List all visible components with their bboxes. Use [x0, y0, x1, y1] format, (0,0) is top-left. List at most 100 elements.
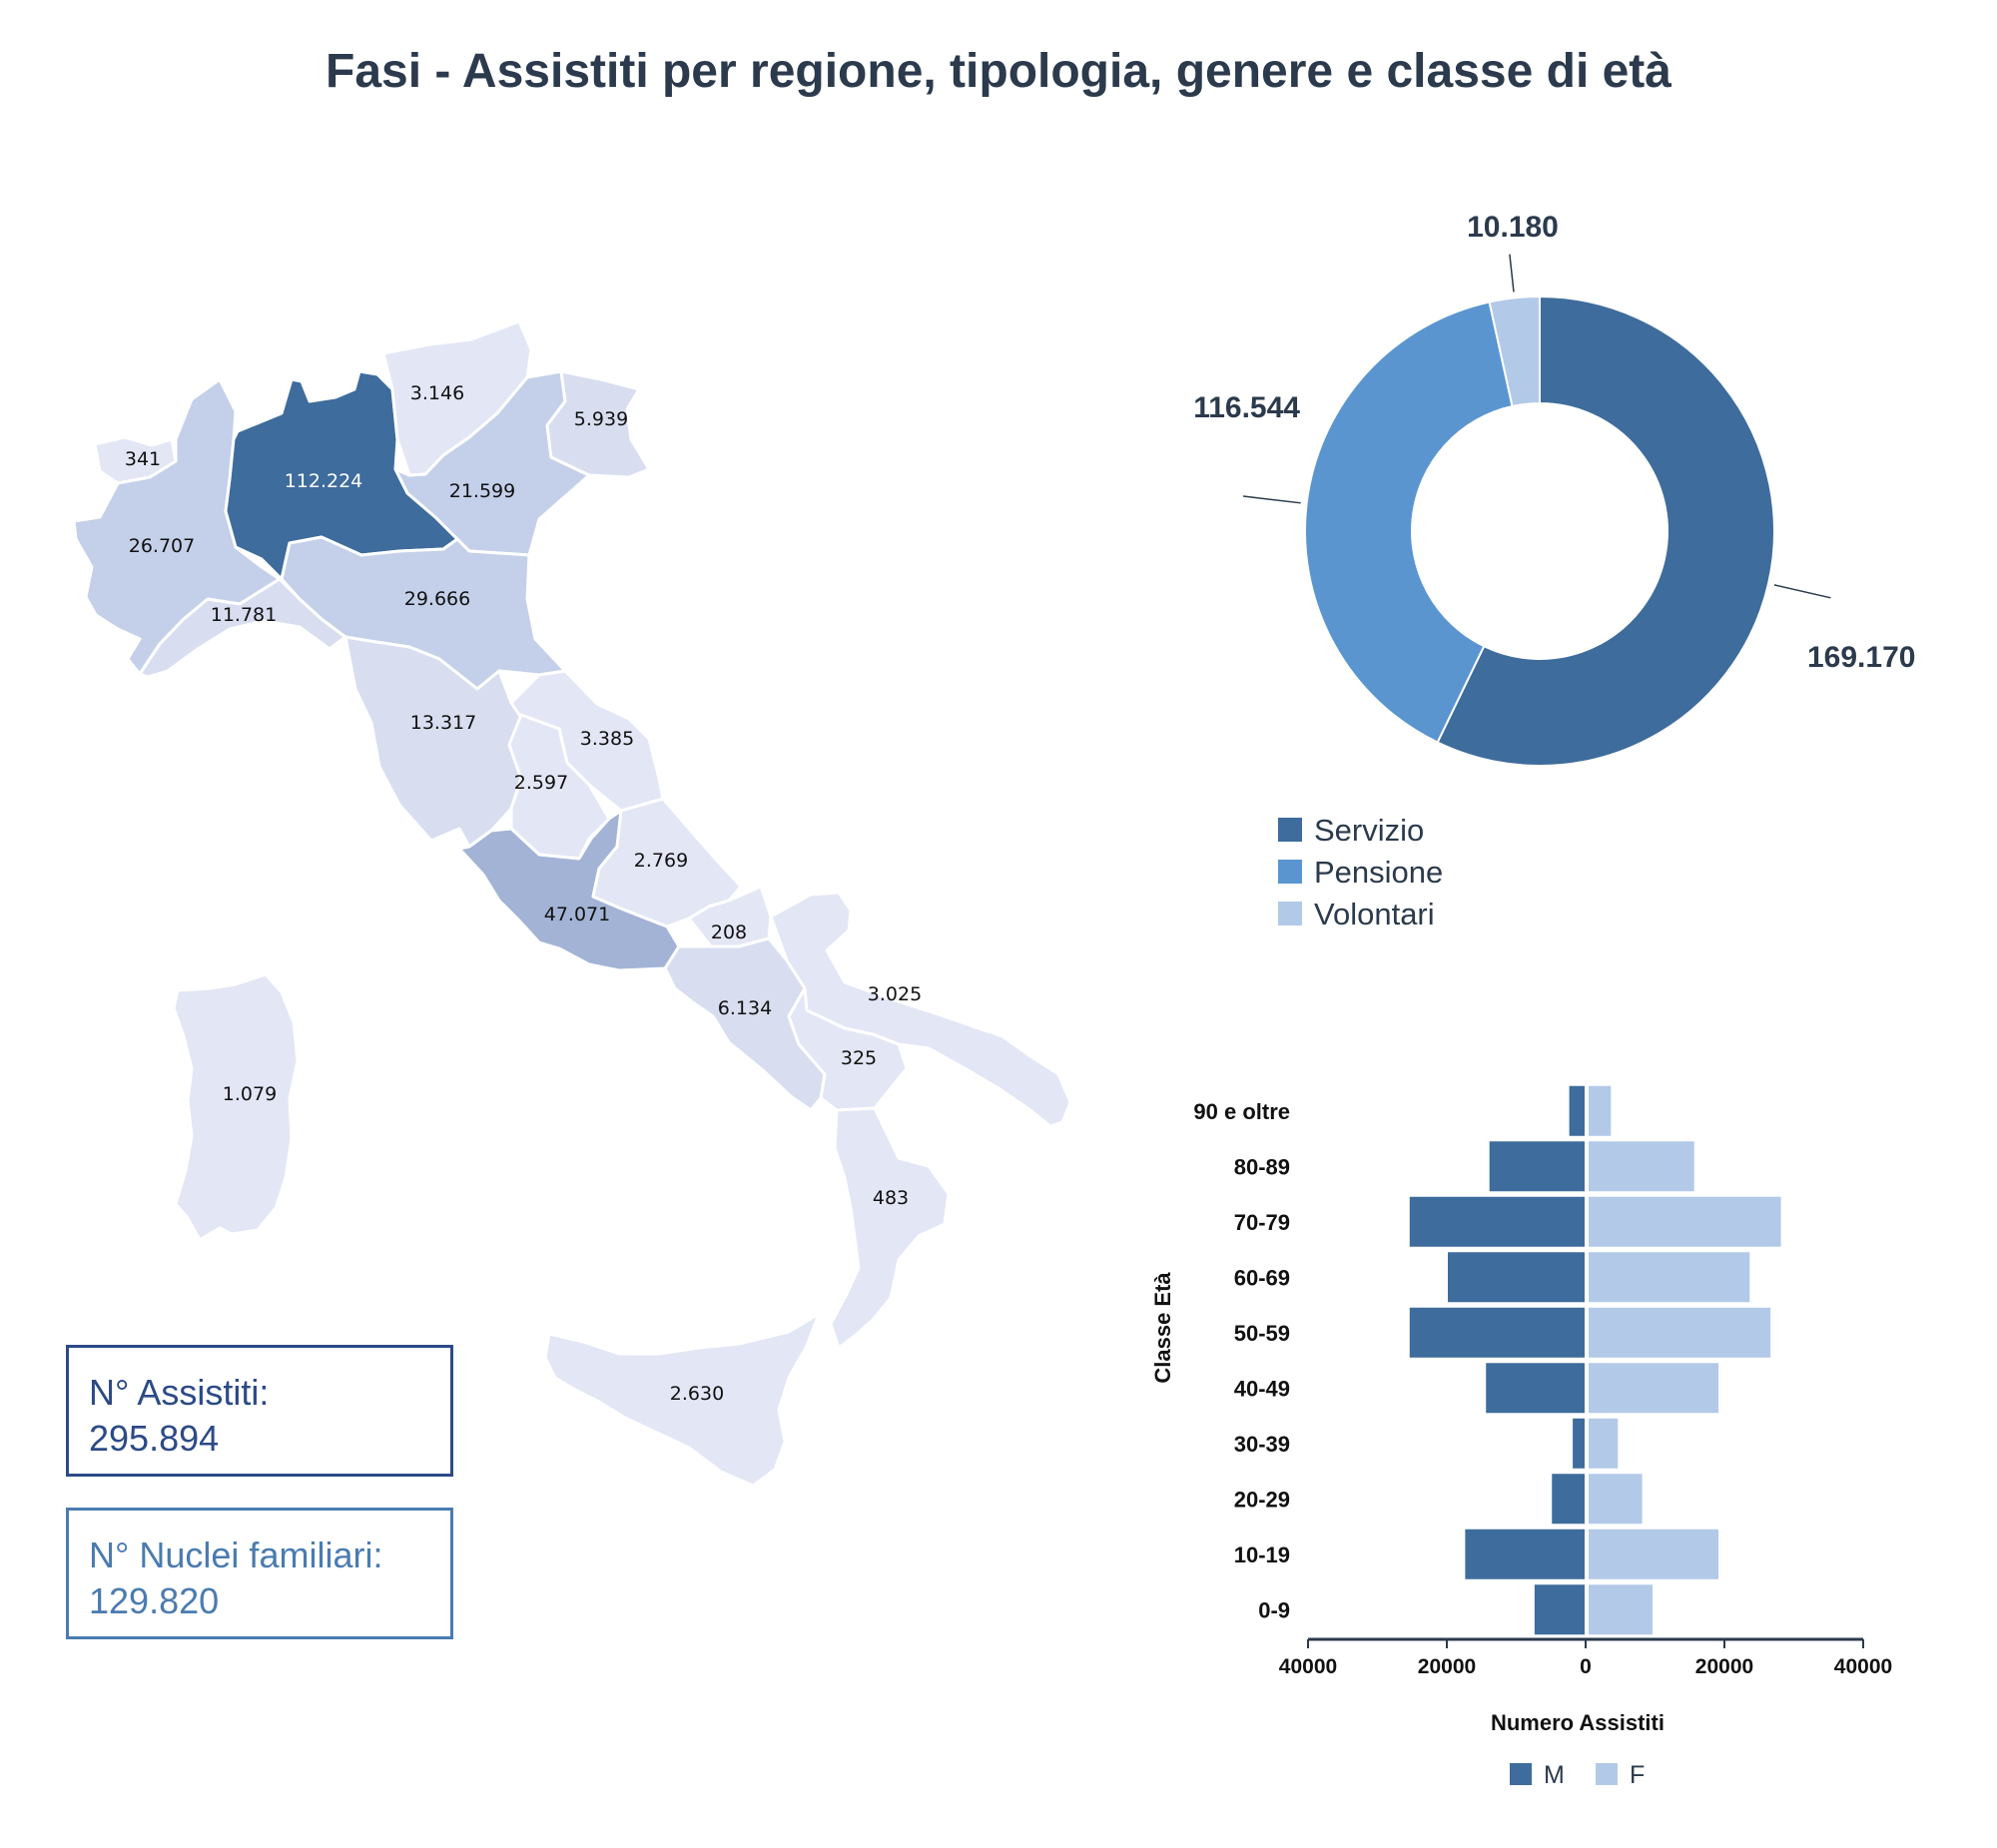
bar-m-20-29 — [1550, 1472, 1587, 1527]
region-sardegna — [172, 972, 300, 1242]
assistiti-label: N° Assistiti: — [89, 1372, 270, 1413]
region-label-trentino-alto-adige: 3.146 — [410, 382, 464, 404]
bar-m-50-59 — [1407, 1305, 1588, 1360]
region-friuli-venezia-giulia — [545, 369, 651, 479]
legend-swatch-pensione — [1278, 859, 1302, 884]
region-lazio — [457, 809, 681, 972]
donut-label-pensione: 116.544 — [1193, 391, 1300, 424]
region-label-puglia: 3.025 — [868, 983, 922, 1005]
page-title: Fasi - Assistiti per regione, tipologia,… — [326, 45, 1671, 98]
nuclei-box: N° Nuclei familiari: 129.820 — [66, 1508, 453, 1639]
bar-f-40-49 — [1587, 1361, 1721, 1416]
donut-slice-servizio — [1436, 295, 1775, 767]
donut-slice-volontari — [1488, 295, 1541, 408]
map-regions — [72, 319, 1072, 1488]
region-label-liguria: 11.781 — [211, 604, 277, 626]
region-label-emilia-romagna: 29.666 — [404, 588, 470, 610]
bar-m-30-39 — [1571, 1416, 1587, 1471]
bar-m-40-49 — [1484, 1361, 1587, 1416]
legend-swatch-f — [1596, 1763, 1618, 1785]
legend-swatch-volontari — [1278, 901, 1302, 925]
x-tick-label: 0 — [1580, 1655, 1592, 1678]
legend-label-m: M — [1544, 1761, 1565, 1789]
legend-swatch-m — [1510, 1763, 1532, 1785]
bar-m-60-69 — [1446, 1250, 1587, 1305]
bar-f-10-19 — [1587, 1527, 1721, 1581]
assistiti-value: 295.894 — [89, 1418, 220, 1459]
category-label-0-9: 0-9 — [1258, 1597, 1290, 1622]
assistiti-box: N° Assistiti: 295.894 — [66, 1345, 453, 1477]
category-label-60-69: 60-69 — [1234, 1265, 1290, 1290]
donut-label-servizio: 169.170 — [1807, 641, 1915, 674]
bar-f-60-69 — [1587, 1250, 1752, 1305]
region-label-umbria: 2.597 — [514, 772, 568, 794]
region-sicilia — [543, 1312, 821, 1488]
legend-swatch-servizio — [1278, 817, 1302, 842]
pyramid-bars — [1407, 1083, 1783, 1637]
category-label-20-29: 20-29 — [1234, 1487, 1290, 1512]
region-label-valle-d-aosta: 341 — [125, 448, 161, 470]
bar-f-20-29 — [1587, 1472, 1645, 1527]
y-axis-label: Classe Età — [1150, 1272, 1175, 1384]
region-label-calabria: 483 — [873, 1187, 909, 1209]
bar-f-90-e-oltre — [1587, 1083, 1614, 1138]
category-label-70-79: 70-79 — [1234, 1210, 1290, 1235]
donut-leader-pensione — [1242, 495, 1301, 504]
category-label-10-19: 10-19 — [1234, 1542, 1290, 1567]
legend-label-servizio: Servizio — [1314, 813, 1425, 848]
donut-leader-volontari — [1509, 254, 1515, 293]
legend-label-pensione: Pensione — [1314, 855, 1444, 890]
x-tick-label: 40000 — [1834, 1655, 1892, 1678]
region-label-basilicata: 325 — [841, 1047, 877, 1069]
donut-labels: 169.170 116.544 10.180 — [1193, 211, 1915, 674]
pyramid-legend: M F — [1510, 1761, 1645, 1789]
region-label-veneto: 21.599 — [449, 480, 515, 502]
nuclei-value: 129.820 — [89, 1580, 220, 1621]
legend-label-f: F — [1630, 1761, 1645, 1789]
legend-volontari: Volontari — [1278, 895, 1435, 934]
category-label-90-e-oltre: 90 e oltre — [1193, 1099, 1290, 1124]
donut-slices — [1304, 295, 1775, 767]
bar-f-0-9 — [1587, 1582, 1656, 1637]
legend-pensione: Pensione — [1278, 853, 1443, 893]
nuclei-label: N° Nuclei familiari: — [89, 1535, 383, 1575]
region-basilicata — [787, 986, 909, 1112]
region-label-toscana: 13.317 — [410, 712, 476, 734]
bar-f-30-39 — [1587, 1416, 1621, 1471]
bar-m-10-19 — [1463, 1527, 1587, 1581]
region-calabria — [829, 1106, 951, 1350]
donut-slice-pensione — [1304, 301, 1514, 744]
pyramid-x-axis: 40000 20000 0 20000 40000 — [1279, 1637, 1892, 1678]
x-tick-label: 20000 — [1418, 1655, 1476, 1678]
region-label-campania: 6.134 — [718, 997, 772, 1019]
x-axis-label: Numero Assistiti — [1491, 1710, 1664, 1735]
pyramid-category-labels: 0-9 10-19 20-29 30-39 40-49 50-59 60-69 70-79 80… — [1193, 1099, 1290, 1623]
bar-m-80-89 — [1487, 1139, 1587, 1194]
donut-leader-servizio — [1773, 584, 1831, 599]
bar-f-50-59 — [1587, 1305, 1773, 1360]
map-labels: 341 26.707 112.224 3.146 21.599 5.939 11.781 29… — [125, 382, 922, 1405]
region-label-sicilia: 2.630 — [670, 1383, 724, 1405]
legend-servizio: Servizio — [1278, 811, 1424, 851]
region-label-marche: 3.385 — [580, 728, 634, 750]
x-tick-label: 20000 — [1695, 1655, 1753, 1678]
category-label-40-49: 40-49 — [1234, 1376, 1290, 1401]
region-label-molise: 208 — [711, 922, 747, 943]
donut-label-volontari: 10.180 — [1467, 211, 1559, 244]
bar-m-0-9 — [1532, 1582, 1587, 1637]
region-label-friuli-venezia-giulia: 5.939 — [574, 408, 628, 430]
region-label-lazio: 47.071 — [544, 904, 610, 925]
category-label-80-89: 80-89 — [1234, 1154, 1290, 1179]
bar-f-80-89 — [1587, 1139, 1696, 1194]
region-label-sardegna: 1.079 — [223, 1083, 277, 1105]
legend-label-volontari: Volontari — [1314, 897, 1435, 931]
region-label-abruzzo: 2.769 — [634, 850, 688, 872]
bar-m-70-79 — [1407, 1194, 1588, 1249]
bar-f-70-79 — [1587, 1194, 1783, 1249]
category-label-50-59: 50-59 — [1234, 1321, 1290, 1346]
region-label-lombardia: 112.224 — [285, 470, 363, 492]
x-tick-label: 40000 — [1279, 1655, 1337, 1678]
